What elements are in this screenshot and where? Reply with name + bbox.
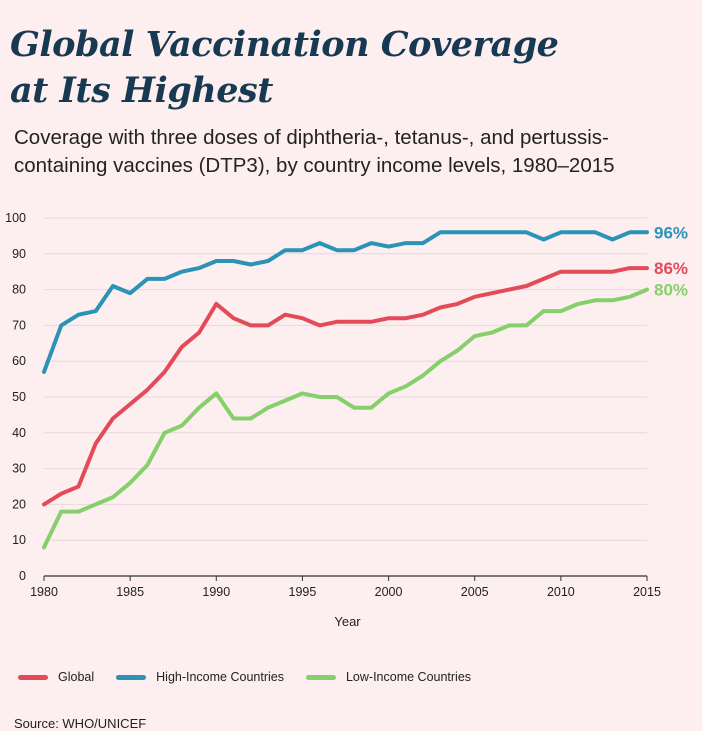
y-tick-label: 70 bbox=[12, 318, 26, 332]
subtitle-line-1: Coverage with three doses of diphtheria-… bbox=[14, 126, 609, 149]
y-tick-label: 80 bbox=[12, 283, 26, 297]
end-label-low-income-countries: 80% bbox=[654, 281, 688, 300]
chart-title: Global Vaccination Coverage at Its Highe… bbox=[10, 22, 700, 114]
end-label-high-income-countries: 96% bbox=[654, 223, 688, 242]
y-tick-label: 40 bbox=[12, 426, 26, 440]
x-axis-label: Year bbox=[334, 614, 361, 629]
y-tick-label: 100 bbox=[5, 211, 26, 225]
series-lines bbox=[42, 230, 649, 550]
y-tick-label: 90 bbox=[12, 247, 26, 261]
x-tick-label: 2005 bbox=[461, 585, 489, 599]
legend-item: High-Income Countries bbox=[116, 670, 284, 684]
series-line-low-income-countries bbox=[42, 287, 649, 550]
subtitle-line-2: containing vaccines (DTP3), by country i… bbox=[14, 154, 615, 177]
x-tick-label: 1980 bbox=[30, 585, 58, 599]
legend-label: Low-Income Countries bbox=[345, 670, 472, 684]
chart-subtitle: Coverage with three doses of diphtheria-… bbox=[14, 124, 700, 180]
series-line-high-income-countries bbox=[42, 230, 649, 374]
title-line-1: Global Vaccination Coverage bbox=[10, 24, 559, 65]
axes: 0 10 20 30 40 50 60 70 80 90 100 1980 1985 1990 1995 20… bbox=[5, 211, 661, 629]
series-line-global bbox=[42, 266, 649, 507]
line-chart: 0 10 20 30 40 50 60 70 80 90 100 1980 1985 1990 1995 20… bbox=[5, 211, 688, 629]
source-note: Source: WHO/UNICEF bbox=[14, 716, 147, 731]
y-tick-label: 30 bbox=[12, 462, 26, 476]
legend-label: High-Income Countries bbox=[156, 670, 284, 684]
y-tick-label: 20 bbox=[12, 497, 26, 511]
x-tick-label: 1990 bbox=[202, 585, 230, 599]
end-labels: 86% 96% 80% bbox=[654, 223, 688, 299]
y-tick-label: 10 bbox=[12, 533, 26, 547]
legend-swatch bbox=[116, 674, 147, 680]
chart-legend: Global High-Income Countries Low-Income Co… bbox=[18, 668, 493, 686]
x-tick-label: 1995 bbox=[289, 585, 317, 599]
x-tick-label: 2000 bbox=[375, 585, 403, 599]
y-tick-label: 50 bbox=[12, 390, 26, 404]
x-tick-label: 2015 bbox=[633, 585, 661, 599]
y-tick-label: 0 bbox=[19, 569, 26, 583]
legend-label: Global bbox=[58, 670, 95, 684]
end-label-global: 86% bbox=[654, 259, 688, 278]
legend-swatch bbox=[18, 674, 48, 680]
x-tick-label: 2010 bbox=[547, 585, 575, 599]
x-tick-label: 1985 bbox=[116, 585, 144, 599]
legend-item: Low-Income Countries bbox=[305, 670, 472, 684]
y-tick-label: 60 bbox=[12, 354, 26, 368]
legend-item: Global bbox=[18, 670, 94, 684]
legend-swatch bbox=[305, 674, 336, 680]
title-line-2: at Its Highest bbox=[10, 70, 273, 111]
grid-lines bbox=[44, 217, 647, 541]
